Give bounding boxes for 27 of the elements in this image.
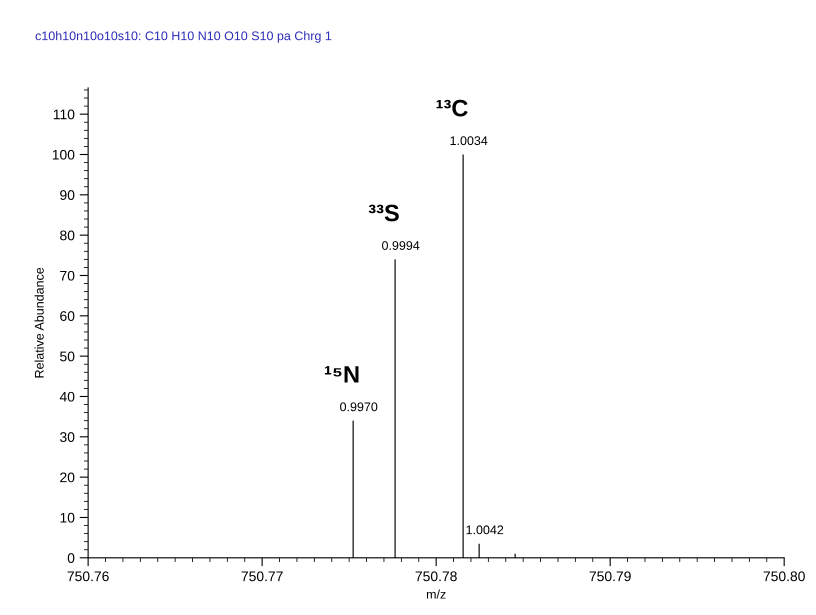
y-tick-label: 80	[60, 230, 74, 240]
y-tick-label: 70	[60, 270, 74, 281]
y-tick-label: 100	[52, 150, 74, 160]
annotation: ¹⁵N	[324, 366, 358, 382]
y-tick-label: 50	[60, 351, 74, 362]
annotation: 1.0034	[450, 136, 488, 146]
y-tick-label: 30	[60, 432, 74, 442]
x-tick-label: 750.76	[68, 571, 109, 582]
x-tick-label: 750.79	[590, 571, 631, 582]
annotation: 0.9970	[340, 402, 378, 412]
y-tick-label: 60	[60, 311, 74, 321]
x-axis-title: m/z	[426, 590, 446, 599]
annotation: 0.9994	[382, 241, 420, 250]
annotation: 1.0042	[466, 525, 504, 534]
y-tick-label: 40	[60, 392, 74, 402]
x-tick-label: 750.77	[242, 571, 283, 582]
x-tick-label: 750.80	[764, 571, 805, 582]
y-tick-label: 20	[60, 472, 74, 482]
chart-title: c10h10n10o10s10: C10 H10 N10 O10 S10 pa Chrg 1	[36, 31, 332, 43]
annotation: ³³S	[368, 204, 399, 222]
y-tick-label: 10	[60, 512, 74, 523]
y-tick-label: 0	[68, 553, 74, 563]
x-tick-label: 750.78	[416, 571, 457, 582]
y-tick-label: 110	[54, 109, 74, 120]
y-tick-label: 90	[60, 190, 74, 200]
annotation: ¹³C	[436, 100, 468, 116]
y-axis-title: Relative Abundance	[34, 268, 44, 378]
